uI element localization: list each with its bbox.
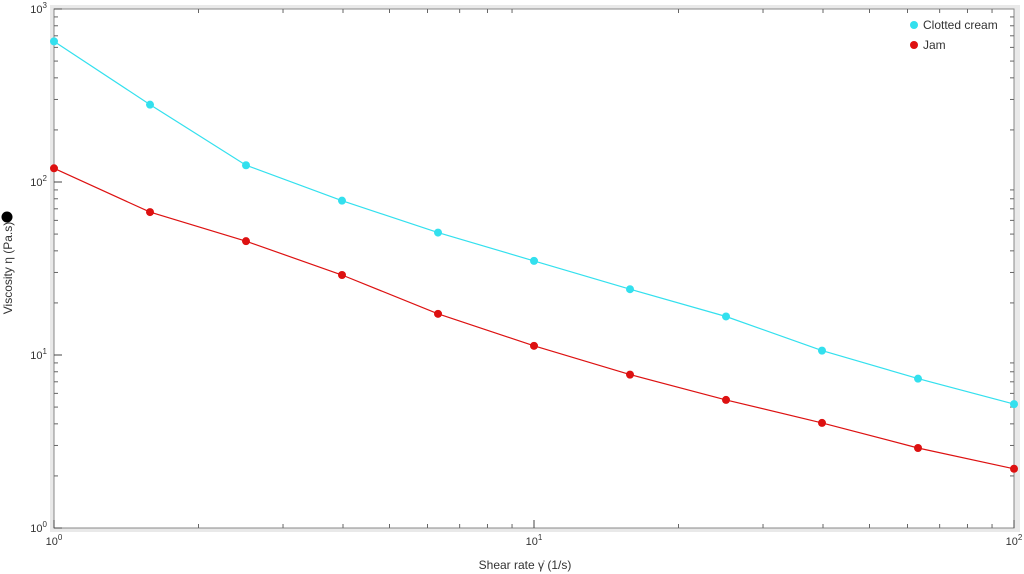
data-point-clotted-cream <box>1010 400 1018 409</box>
data-point-clotted-cream <box>722 312 731 321</box>
x-axis-ticks: 100 101 102 <box>46 520 1023 548</box>
x-tick-label: 102 <box>1006 533 1023 548</box>
data-point-clotted-cream <box>817 346 826 355</box>
data-point-jam <box>817 418 826 427</box>
legend-marker-jam <box>910 41 918 49</box>
data-point-clotted-cream <box>242 161 251 170</box>
x-axis-title: Shear rate γ̇ (1/s) <box>479 558 572 572</box>
data-point-jam <box>337 271 346 280</box>
data-point-jam <box>914 444 923 453</box>
data-point-jam <box>434 309 443 318</box>
data-point-jam <box>146 208 155 217</box>
data-point-clotted-cream <box>530 256 538 265</box>
data-point-clotted-cream <box>337 196 346 205</box>
data-point-jam <box>530 341 538 350</box>
legend-marker-clotted-cream <box>910 21 918 29</box>
data-point-clotted-cream <box>434 228 443 237</box>
legend-label-jam: Jam <box>923 38 946 52</box>
legend-label-clotted-cream: Clotted cream <box>923 18 998 32</box>
y-axis-marker-icon <box>1 211 13 223</box>
data-point-clotted-cream <box>146 100 155 109</box>
y-tick-label: 101 <box>30 347 47 362</box>
series-layer <box>50 37 1018 473</box>
minor-ticks <box>54 9 1014 528</box>
data-point-clotted-cream <box>914 374 923 383</box>
y-tick-label: 100 <box>30 520 47 535</box>
y-tick-label: 102 <box>30 174 47 189</box>
y-axis-ticks: 100 101 102 103 <box>30 1 62 535</box>
plot-area <box>53 8 1015 529</box>
legend: Clotted cream Jam <box>910 18 998 52</box>
x-tick-label: 100 <box>46 533 63 548</box>
data-point-jam <box>50 164 58 173</box>
x-tick-label: 101 <box>526 533 543 548</box>
data-point-clotted-cream <box>50 37 58 46</box>
y-tick-label: 103 <box>30 1 47 16</box>
data-point-jam <box>626 370 635 379</box>
data-point-clotted-cream <box>626 285 635 294</box>
y-axis-title: Viscosity η (Pa.s) <box>1 222 15 314</box>
data-point-jam <box>722 395 731 404</box>
data-point-jam <box>1010 464 1018 473</box>
data-point-jam <box>242 237 251 246</box>
